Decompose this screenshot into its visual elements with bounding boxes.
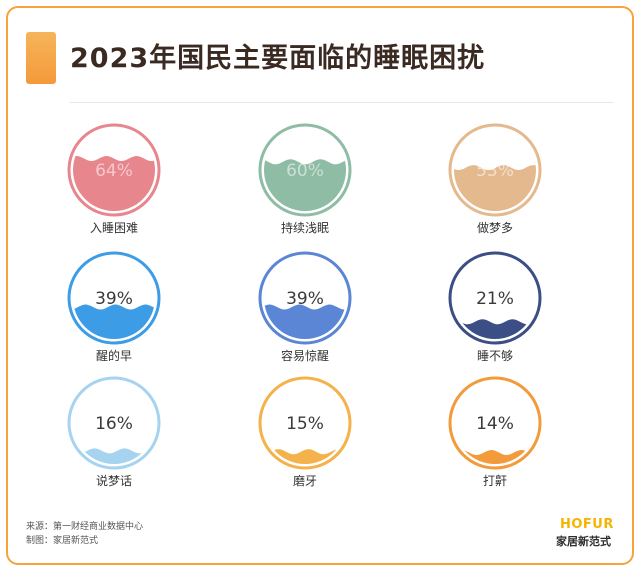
gauge: 39% xyxy=(67,251,161,345)
gauge-category-label: 睡不够 xyxy=(476,349,513,363)
gauge-value-label: 39% xyxy=(286,289,324,309)
gauge-value-label: 53% xyxy=(476,161,514,181)
gauge: 39% xyxy=(258,251,352,345)
gauge-fill xyxy=(264,159,346,211)
gauge-fill xyxy=(73,156,155,211)
gauge-value-label: 14% xyxy=(476,414,514,434)
gauge-value-label: 15% xyxy=(286,414,324,434)
gauge: 15% xyxy=(258,376,352,470)
gauge-fill xyxy=(264,304,346,339)
gauge: 16% xyxy=(67,376,161,470)
gauge: 53% xyxy=(448,123,542,217)
brand-logo-en: HOFUR xyxy=(560,517,614,532)
gauge-value-label: 21% xyxy=(476,289,514,309)
gauge-value-label: 64% xyxy=(95,161,133,181)
gauge-category-label: 打鼾 xyxy=(482,474,507,488)
gauge: 64% xyxy=(67,123,161,217)
gauge-ring xyxy=(258,376,352,470)
gauge-fill xyxy=(454,165,536,211)
chart-title: 2023年国民主要面临的睡眠困扰 xyxy=(70,43,486,74)
gauge-fill xyxy=(73,304,155,339)
gauge-category-label: 磨牙 xyxy=(292,474,317,488)
gauge-category-label: 持续浅眠 xyxy=(280,221,329,235)
title-accent-bar xyxy=(26,32,56,84)
gauge-category-label: 做梦多 xyxy=(476,221,513,235)
brand-logo-cn: 家居新范式 xyxy=(556,535,611,548)
gauge-category-label: 入睡困难 xyxy=(89,221,138,235)
gauge: 21% xyxy=(448,251,542,345)
maker-note: 制图：家居新范式 xyxy=(26,536,99,546)
gauge: 60% xyxy=(258,123,352,217)
gauge-ring xyxy=(448,376,542,470)
source-note: 来源：第一财经商业数据中心 xyxy=(26,522,144,532)
gauge-category-label: 醒的早 xyxy=(95,349,132,363)
gauge-value-label: 39% xyxy=(95,289,133,309)
gauge-category-label: 容易惊醒 xyxy=(280,349,329,363)
gauge-category-label: 说梦话 xyxy=(95,474,132,488)
gauge: 14% xyxy=(448,376,542,470)
gauge-value-label: 16% xyxy=(95,414,133,434)
gauge-value-label: 60% xyxy=(286,161,324,181)
title-divider xyxy=(70,102,614,103)
gauge-ring xyxy=(448,251,542,345)
gauge-ring xyxy=(67,376,161,470)
